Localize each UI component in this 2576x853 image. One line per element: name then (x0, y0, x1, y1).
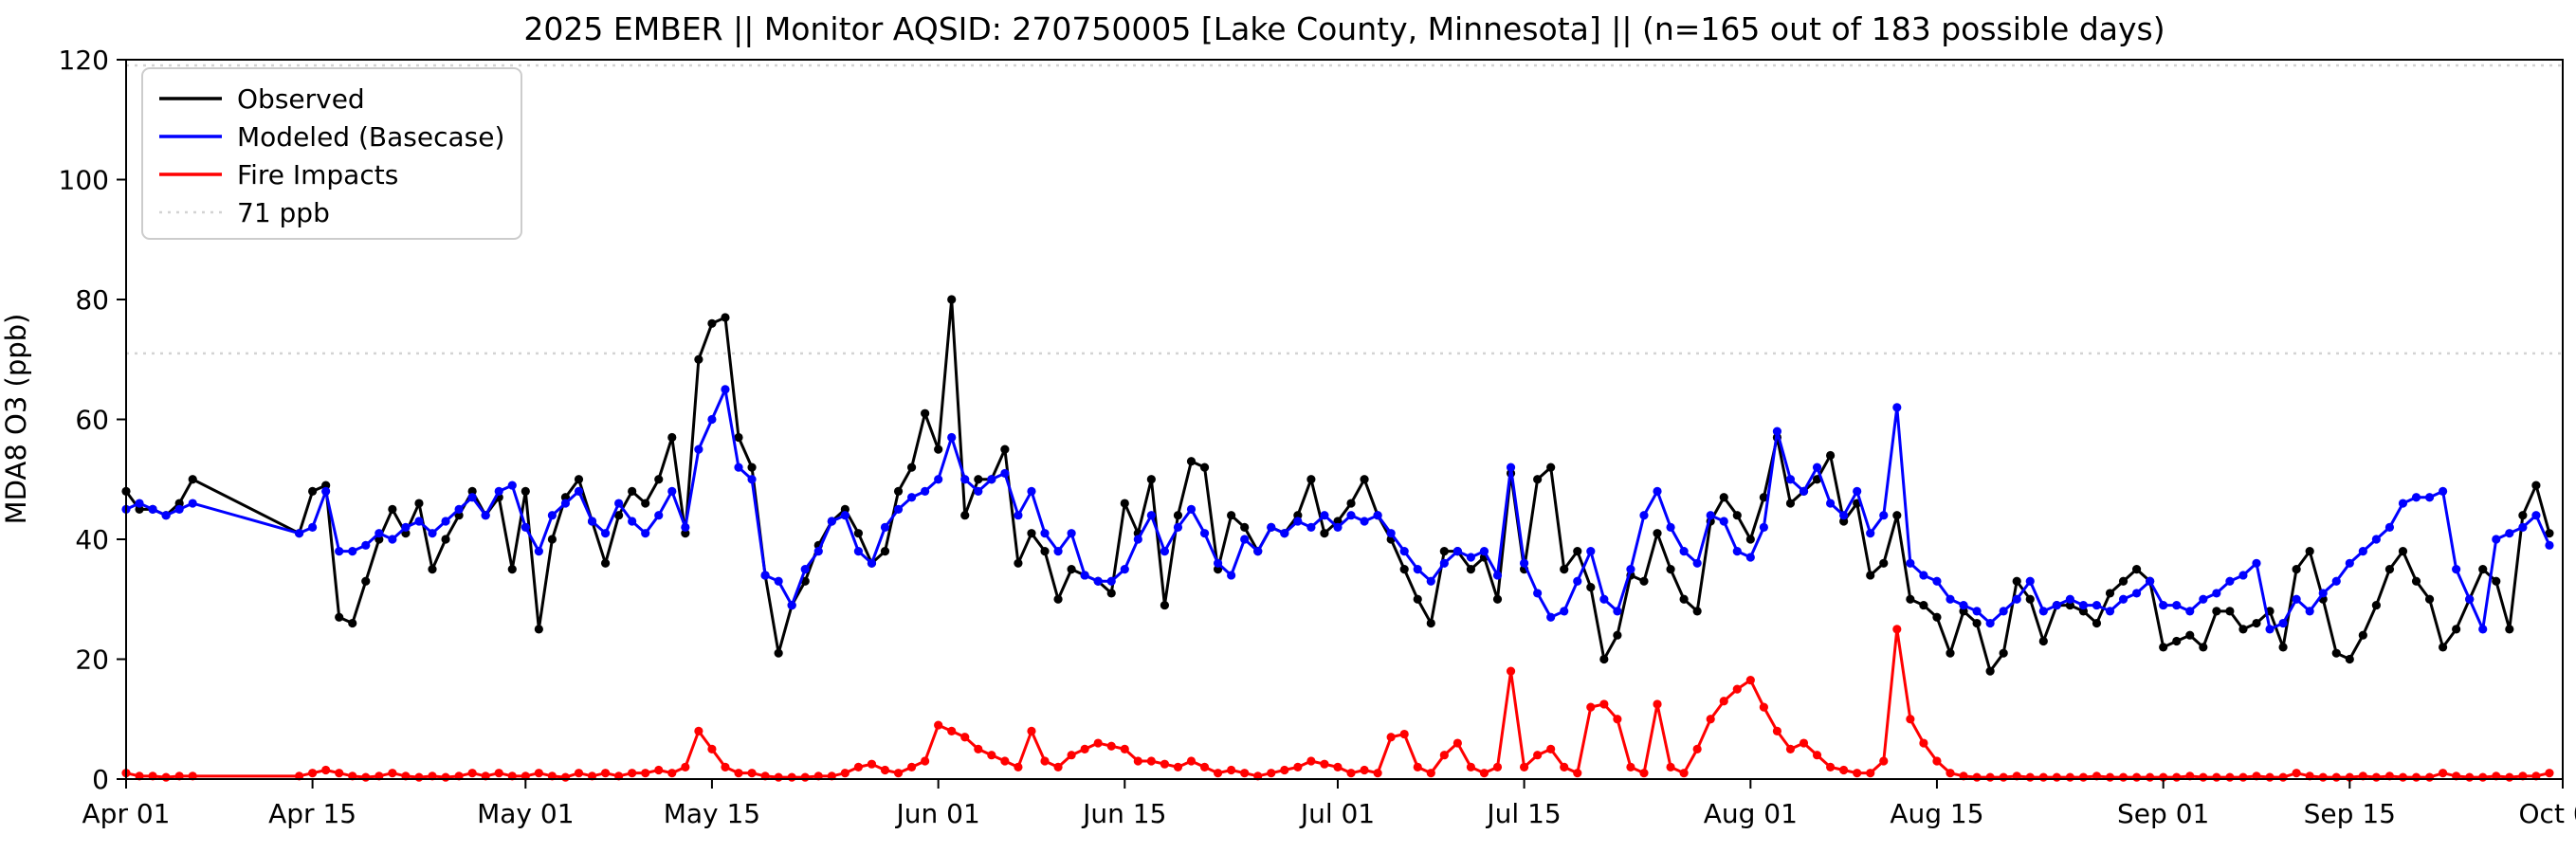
legend-label: 71 ppb (237, 197, 330, 228)
chart-title: 2025 EMBER || Monitor AQSID: 270750005 [… (523, 10, 2165, 47)
x-tick-label: May 15 (664, 798, 760, 829)
legend: Observed Modeled (Basecase) Fire Impacts 71… (141, 67, 522, 240)
legend-label: Modeled (Basecase) (237, 121, 504, 153)
series-line-modeled-basecase (121, 385, 2554, 634)
axes: 0 20 40 60 80 100 120 Apr 01 Apr 15 May 01 May 15 J… (59, 45, 2576, 829)
x-tick-label: May 01 (477, 798, 574, 829)
y-tick-label: 80 (75, 284, 109, 316)
y-tick-label: 120 (59, 45, 109, 76)
y-axis-label: MDA8 O3 (ppb) (0, 314, 32, 525)
y-tick-label: 100 (59, 165, 109, 196)
x-tick-label: Oct 01 (2519, 798, 2576, 829)
legend-box (141, 67, 522, 240)
y-tick-label: 40 (75, 524, 109, 555)
x-tick-label: Sep 01 (2117, 798, 2209, 829)
x-tick-label: Aug 15 (1890, 798, 1983, 829)
x-tick-label: Apr 01 (82, 798, 171, 829)
plot-area (121, 64, 2563, 782)
legend-label: Observed (237, 83, 365, 115)
x-tick-label: Jul 15 (1485, 798, 1561, 829)
series-line-fire-impacts (121, 625, 2554, 782)
x-tick-label: Aug 01 (1704, 798, 1798, 829)
x-tick-label: Sep 15 (2304, 798, 2396, 829)
y-tick-label: 20 (75, 644, 109, 676)
x-tick-label: Jun 15 (1081, 798, 1166, 829)
series-line-observed (121, 295, 2554, 676)
y-tick-label: 60 (75, 405, 109, 436)
legend-label: Fire Impacts (237, 159, 398, 191)
x-tick-label: Jul 01 (1299, 798, 1375, 829)
x-tick-label: Apr 15 (268, 798, 356, 829)
x-tick-label: Jun 01 (895, 798, 980, 829)
y-tick-label: 0 (92, 764, 109, 795)
